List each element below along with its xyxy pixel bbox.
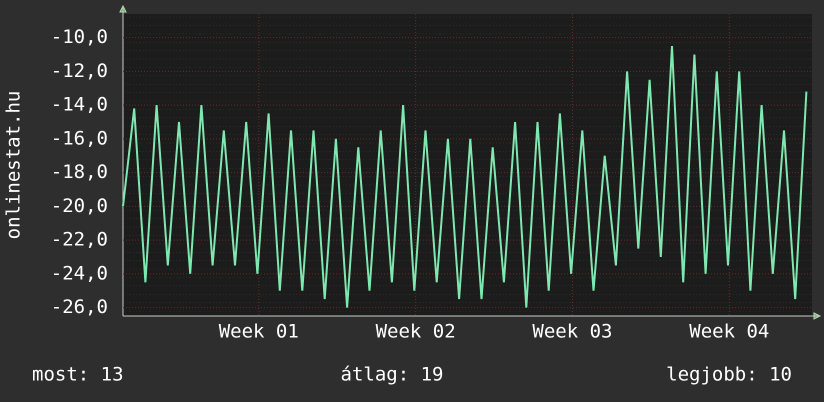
y-axis (119, 4, 127, 316)
x-axis (123, 312, 822, 320)
x-tick-label: Week 03 (532, 321, 612, 343)
series-line (122, 46, 808, 308)
x-tick-label: Week 01 (219, 321, 299, 343)
footer-average: átlag: 19 (341, 364, 444, 386)
y-tick-label: -26,0 (51, 296, 108, 318)
y-tick-label: -22,0 (51, 229, 108, 251)
x-tick-label: Week 02 (376, 321, 456, 343)
y-tick-label: -12,0 (51, 60, 108, 82)
footer-current: most: 13 (32, 364, 124, 386)
y-axis-label: onlinestat.hu (3, 91, 25, 240)
y-tick-label: -24,0 (51, 262, 108, 284)
y-tick-label: -10,0 (51, 26, 108, 48)
y-tick-label: -20,0 (51, 195, 108, 217)
y-tick-label: -14,0 (51, 94, 108, 116)
y-tick-label: -18,0 (51, 161, 108, 183)
x-tick-label: Week 04 (689, 321, 769, 343)
y-tick-label: -16,0 (51, 127, 108, 149)
footer-best: legjobb: 10 (666, 364, 792, 386)
